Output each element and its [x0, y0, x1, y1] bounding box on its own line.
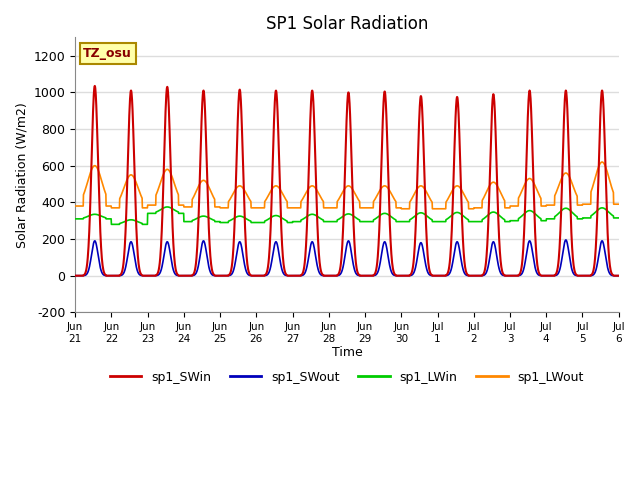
X-axis label: Time: Time: [332, 347, 362, 360]
Y-axis label: Solar Radiation (W/m2): Solar Radiation (W/m2): [15, 102, 28, 248]
Title: SP1 Solar Radiation: SP1 Solar Radiation: [266, 15, 428, 33]
Text: TZ_osu: TZ_osu: [83, 47, 132, 60]
Legend: sp1_SWin, sp1_SWout, sp1_LWin, sp1_LWout: sp1_SWin, sp1_SWout, sp1_LWin, sp1_LWout: [105, 366, 589, 389]
